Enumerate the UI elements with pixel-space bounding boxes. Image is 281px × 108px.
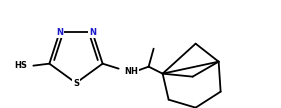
Text: S: S	[73, 79, 79, 87]
Text: N: N	[89, 28, 96, 37]
Text: N: N	[56, 28, 63, 37]
Text: NH: NH	[125, 67, 139, 76]
Text: HS: HS	[15, 61, 27, 70]
